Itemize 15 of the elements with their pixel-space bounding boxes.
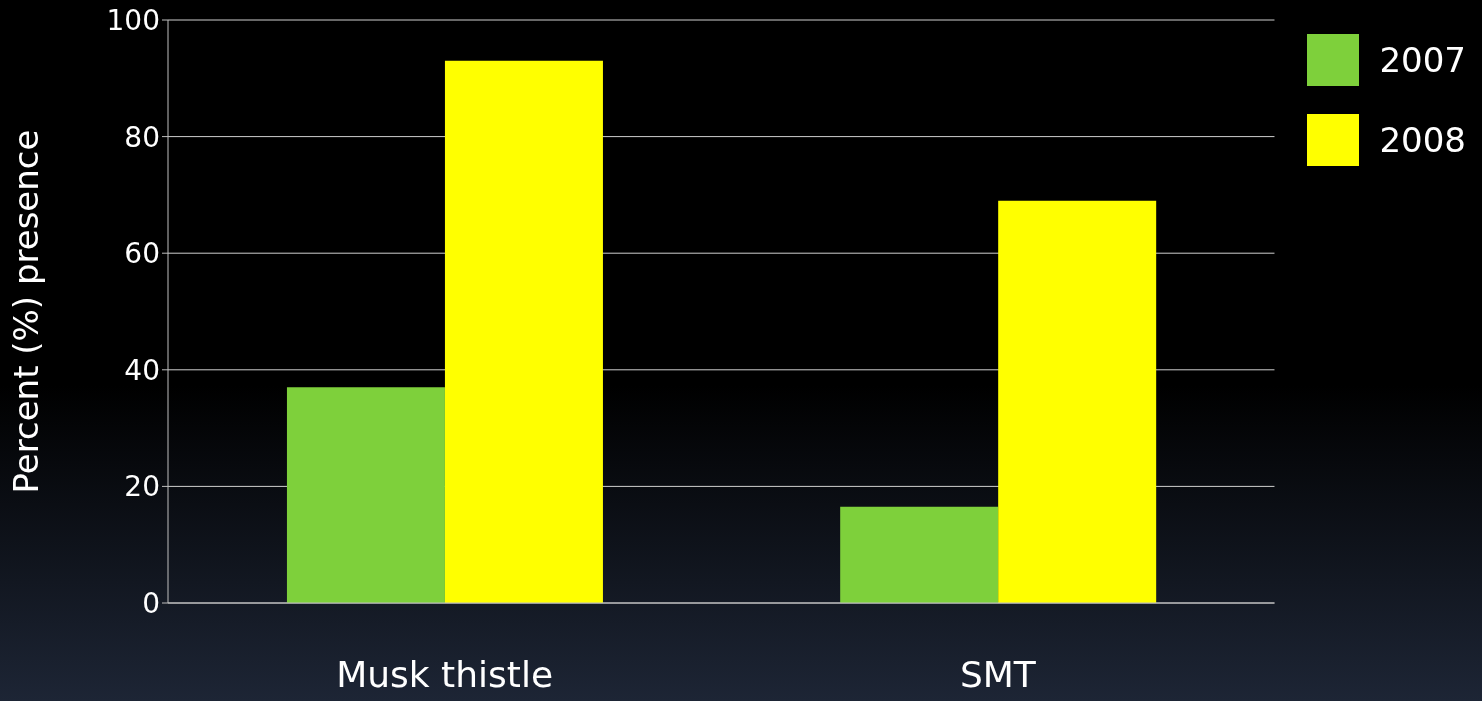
y-tick-label: 20 [124,470,160,504]
bar [998,200,1157,603]
legend-label: 2008 [1379,120,1466,160]
x-tick-label: SMT [959,653,1037,695]
y-tick-label: 0 [142,586,160,620]
bar [444,60,603,603]
x-tick-label: Musk thistle [336,653,554,695]
legend-label: 2007 [1379,40,1466,80]
y-tick-label: 40 [124,353,160,387]
bar [286,387,445,603]
y-axis-title: Percent (%) presence [6,129,47,494]
bar [840,506,999,603]
y-tick-label: 80 [124,120,160,154]
y-tick-label: 100 [106,3,160,37]
y-tick-label: 60 [124,237,160,271]
